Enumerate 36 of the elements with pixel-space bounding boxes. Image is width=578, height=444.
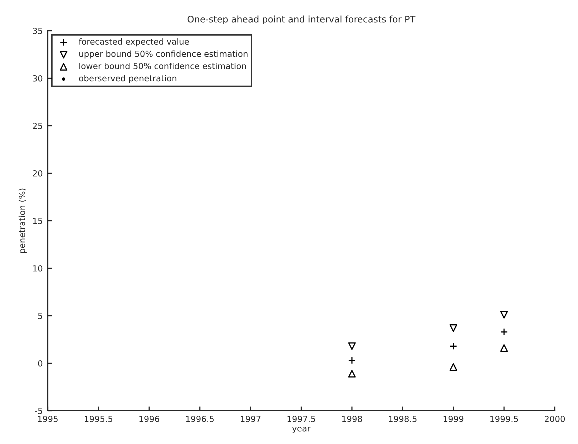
point [500, 311, 508, 319]
legend-label: upper bound 50% confidence estimation [80, 50, 248, 59]
legend-label: lower bound 50% confidence estimation [80, 62, 246, 70]
point [348, 356, 356, 364]
x-axis-title: year [292, 426, 311, 434]
y-tick-label: 10 [33, 265, 43, 272]
chart-title: One-step ahead point and interval forecasts for PT [188, 16, 416, 25]
y-tick-label: -5 [35, 408, 42, 414]
x-tick-label: 1996 [140, 416, 160, 422]
point [450, 363, 458, 372]
x-tick-label: 1997.5 [288, 416, 316, 422]
point [500, 328, 508, 336]
y-tick-label: 25 [33, 122, 42, 130]
y-tick-label: 5 [38, 313, 42, 320]
point [450, 324, 458, 332]
point [348, 342, 356, 350]
y-tick-label: 35 [33, 28, 42, 34]
x-tick-label: 1995 [38, 416, 58, 422]
x-tick-label: 2000 [545, 416, 566, 422]
x-tick-label: 1995.5 [85, 416, 113, 422]
y-tick-label: 0 [38, 360, 43, 367]
x-tick-label: 1999.5 [490, 416, 518, 422]
point [348, 370, 356, 378]
x-tick-label: 1999 [444, 416, 464, 422]
y-tick-label: 15 [33, 218, 42, 224]
x-tick-label: 1997 [241, 416, 261, 422]
legend-label: forecasted expected value [79, 38, 190, 47]
point [500, 344, 508, 352]
x-tick-label: 1998.5 [389, 416, 417, 422]
legend-label: oberserved penetration [79, 75, 177, 84]
point [450, 342, 458, 350]
x-tick-label: 1996.5 [186, 416, 214, 422]
x-tick-label: 1998 [342, 416, 362, 422]
y-axis-title: penetration (%) [18, 188, 27, 254]
y-tick-label: 20 [33, 170, 43, 177]
y-tick-label: 30 [33, 75, 43, 82]
